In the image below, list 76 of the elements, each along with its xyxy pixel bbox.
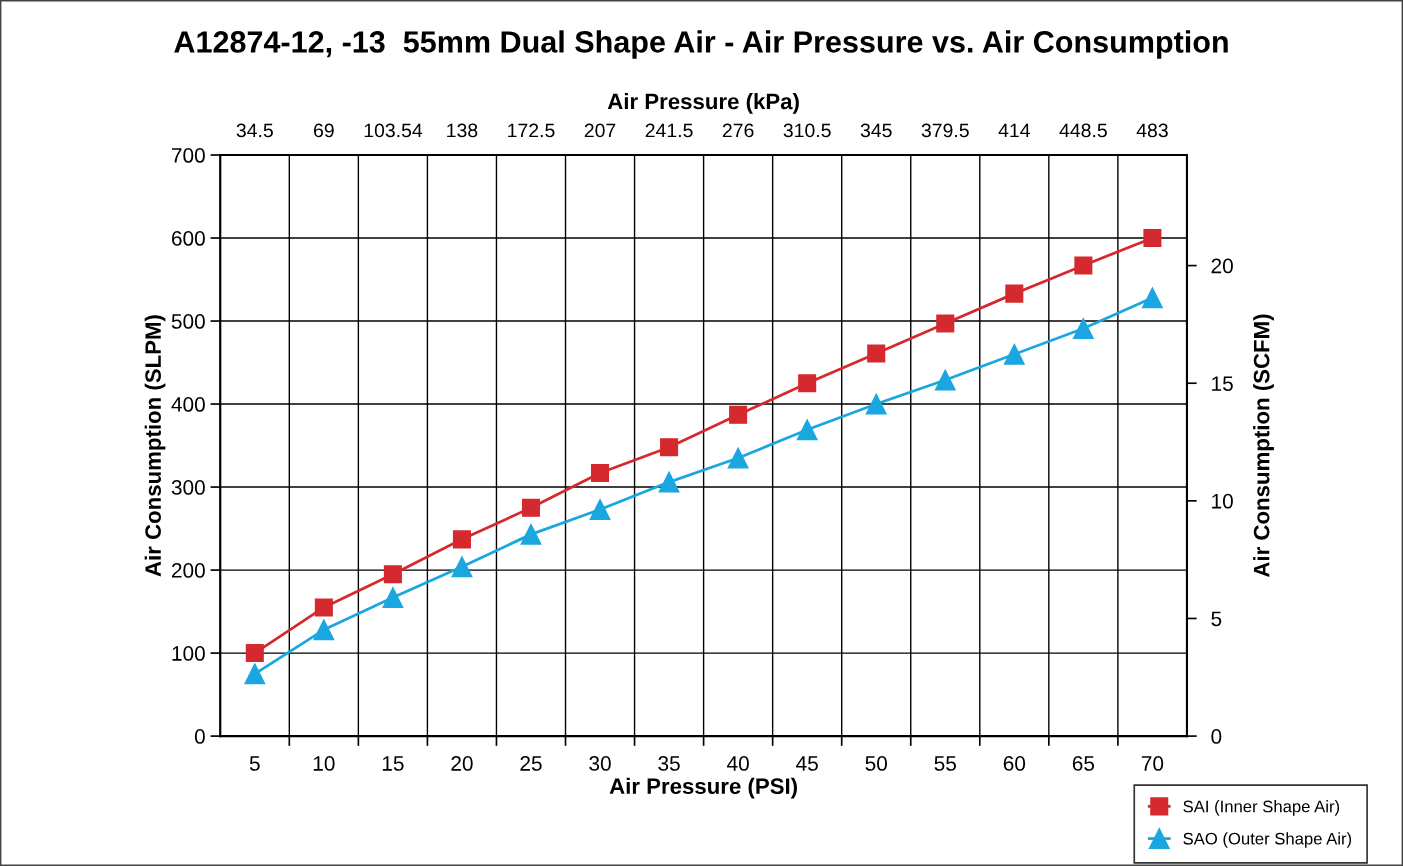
x2-tick-label: 103.54 [364,123,423,138]
x-axis-title: Air Pressure (PSI) [609,777,797,799]
x2-tick-label: 483 [1136,123,1168,138]
point [1003,343,1025,365]
x2-axis-title: Air Pressure (kPa) [607,93,799,114]
y-tick-label: 100 [172,646,205,661]
chart-title: A12874-12, -13 55mm Dual Shape Air - Air Pressure vs. Air Consumption [174,30,1228,59]
x-tick-label: 55 [934,756,956,771]
point [244,663,266,685]
point [1143,228,1162,248]
x-tick-label: 70 [1141,756,1164,771]
x2-tick-label: 448.5 [1059,123,1107,138]
point [936,314,955,333]
x-tick-label: 15 [382,756,404,771]
legend-label: SAI (Inner Shape Air) [1183,800,1340,816]
y-tick-label: 700 [172,148,205,163]
y-tick-label: 600 [171,231,205,246]
y-tick-label: 200 [171,563,205,578]
x2-tick-label: 276 [722,123,754,138]
point [865,393,887,415]
x2-tick-label: 414 [998,123,1030,138]
x2-tick-label: 310.5 [783,123,831,138]
y2-tick-label: 10 [1212,493,1233,509]
point [1005,284,1024,303]
point [451,556,473,578]
point [1074,256,1093,275]
x2-tick-label: 241.5 [645,123,693,138]
point [1141,287,1163,309]
x-tick-label: 50 [865,756,887,771]
y-axis-title: Air Consumption (SLPM) [144,315,166,577]
point [313,619,335,641]
legend-label: SAO (Outer Shape Air) [1183,832,1352,848]
y2-tick-label: 5 [1211,611,1222,627]
x-tick-label: 25 [520,756,542,771]
point [520,523,542,545]
x2-tick-label: 34.5 [236,123,273,138]
x-tick-label: 30 [589,756,611,771]
x-tick-label: 60 [1003,756,1026,771]
x-tick-label: 40 [727,756,749,771]
point [658,471,680,493]
point [934,369,956,391]
point [245,644,264,663]
point [521,498,541,517]
x2-tick-label: 207 [584,123,616,138]
y-tick-label: 400 [171,397,205,412]
x-tick-label: 5 [249,756,260,771]
y2-tick-label: 15 [1212,376,1233,391]
point [589,499,611,520]
x2-tick-label: 379.5 [921,123,969,138]
y-tick-label: 500 [171,314,205,329]
point [591,463,610,482]
x2-tick-label: 345 [860,123,892,138]
point [1072,318,1094,339]
x2-tick-label: 138 [447,123,478,138]
point [452,530,471,549]
point [382,587,404,608]
y-tick-label: 0 [194,729,205,744]
point [796,419,818,441]
x2-tick-label: 172.5 [508,123,555,138]
y2-tick-label: 20 [1211,258,1233,274]
x-tick-label: 10 [313,756,335,771]
point [798,374,817,393]
point [867,344,886,363]
point [729,405,748,424]
x-tick-label: 45 [796,756,818,771]
point [727,447,749,469]
y2-axis-title: Air Consumption (SCFM) [1253,314,1274,578]
point [314,598,333,617]
x-tick-label: 65 [1072,756,1095,771]
y-tick-label: 300 [171,480,205,495]
x-tick-label: 35 [658,756,680,771]
y2-tick-label: 0 [1211,729,1222,744]
x-tick-label: 20 [451,756,473,771]
point [660,438,679,457]
x2-tick-label: 69 [314,123,334,138]
point [383,565,402,584]
